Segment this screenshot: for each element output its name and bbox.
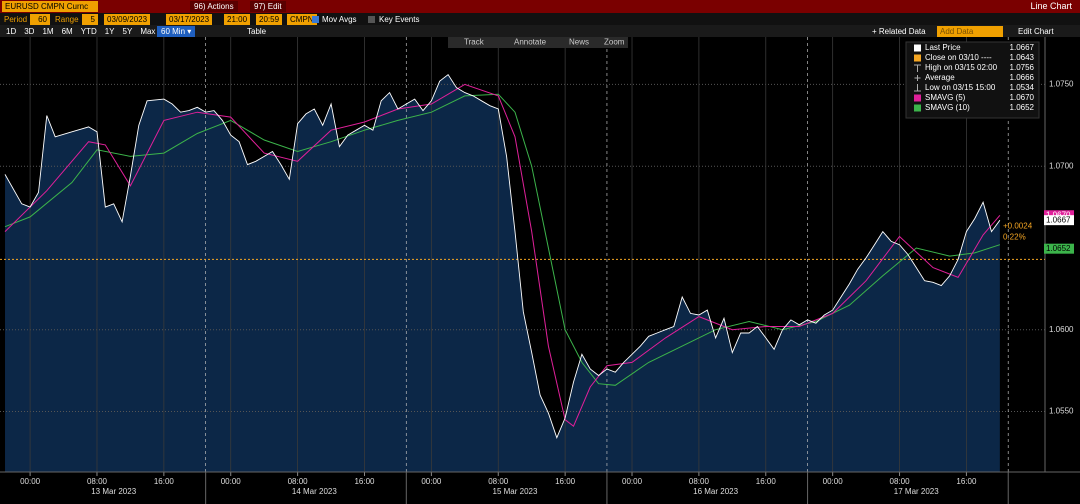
- change: +0.0024: [1003, 221, 1033, 230]
- y-tick-label: 1.0750: [1049, 80, 1074, 89]
- mov-avgs[interactable]: Mov Avgs: [322, 15, 357, 24]
- day-label: 17 Mar 2023: [894, 487, 939, 496]
- x-tick-label: 16:00: [956, 477, 977, 486]
- x-tick-label: 08:00: [87, 477, 108, 486]
- view-name: Line Chart: [1030, 1, 1072, 11]
- x-tick-label: 16:00: [354, 477, 375, 486]
- legend-value: 1.0667: [1010, 43, 1035, 52]
- price-tag: 1.0652: [1046, 244, 1071, 253]
- x-tick-label: 16:00: [555, 477, 576, 486]
- period-field[interactable]: 60: [30, 14, 50, 25]
- chart-tool[interactable]: News: [569, 38, 589, 47]
- range-button[interactable]: Max: [140, 27, 156, 36]
- range-button[interactable]: 3D: [24, 27, 35, 36]
- legend-value: 1.0756: [1010, 63, 1035, 72]
- edit-chart[interactable]: Edit Chart: [1018, 27, 1054, 36]
- settings-bar: Period 60 Range 5 03/09/2023 03/17/2023 …: [0, 13, 1080, 25]
- add-data[interactable]: Add Data: [937, 26, 1003, 37]
- x-tick-label: 08:00: [689, 477, 710, 486]
- x-tick-label: 00:00: [20, 477, 41, 486]
- legend-value: 1.0652: [1010, 103, 1035, 112]
- chart-tool[interactable]: Annotate: [514, 38, 547, 47]
- legend-label: Last Price: [925, 43, 961, 52]
- range-button[interactable]: 1Y: [104, 27, 115, 36]
- legend-value: 1.0666: [1010, 73, 1035, 82]
- title-bar: EURUSD CMPN Curnc 96) Actions 97) Edit L…: [0, 0, 1080, 13]
- start-date[interactable]: 03/09/2023: [104, 14, 151, 25]
- range-buttons: 1D 3D 1M 6M YTD 1Y 5Y Max: [6, 26, 163, 37]
- y-tick-label: 1.0700: [1049, 161, 1074, 170]
- day-label: 15 Mar 2023: [493, 487, 538, 496]
- range-bar: 1D 3D 1M 6M YTD 1Y 5Y Max 60 Min ▾ Table + Rela…: [0, 25, 1080, 37]
- legend-label: SMAVG (5): [925, 93, 966, 102]
- range-button[interactable]: YTD: [80, 27, 97, 36]
- range-button[interactable]: 1D: [6, 27, 17, 36]
- range-field[interactable]: 5: [82, 14, 98, 25]
- price-tag: 1.0667: [1046, 215, 1071, 224]
- chart-tool[interactable]: Zoom: [604, 38, 625, 47]
- legend-swatch: [914, 104, 921, 112]
- legend-value: 1.0643: [1010, 53, 1035, 62]
- legend-value: 1.0670: [1010, 93, 1035, 102]
- legend-symbol: [914, 84, 921, 92]
- end-date[interactable]: 03/17/2023: [166, 14, 213, 25]
- series-line: [4, 83, 1001, 427]
- legend-swatch: [914, 54, 921, 62]
- legend-box: [905, 41, 1040, 119]
- legend-value: 1.0534: [1010, 83, 1035, 92]
- interval-field[interactable]: 60 Min ▾: [157, 26, 196, 37]
- x-tick-label: 00:00: [622, 477, 643, 486]
- price-area: [5, 74, 1000, 472]
- x-tick-label: 00:00: [823, 477, 844, 486]
- source-field[interactable]: CMPN: [287, 14, 317, 25]
- tool-bar: [448, 37, 628, 48]
- price-tag-box: [1044, 243, 1074, 254]
- table-button[interactable]: Table: [247, 27, 267, 36]
- x-tick-label: 08:00: [488, 477, 509, 486]
- price-tag-box: [1044, 215, 1074, 226]
- x-tick-label: 08:00: [890, 477, 911, 486]
- day-label: 14 Mar 2023: [292, 487, 337, 496]
- x-tick-label: 00:00: [221, 477, 242, 486]
- x-tick-label: 16:00: [756, 477, 777, 486]
- y-tick-label: 1.0600: [1049, 325, 1074, 334]
- change-pct: 0.22%: [1003, 232, 1026, 241]
- series-line: [4, 73, 1001, 439]
- edit-menu[interactable]: 97) Edit: [250, 1, 286, 12]
- legend-label: Low on 03/15 15:00: [925, 83, 996, 92]
- legend-symbol: [914, 64, 921, 72]
- related-data[interactable]: + Related Data: [872, 27, 926, 36]
- range-button[interactable]: 1M: [42, 27, 54, 36]
- legend-label: Close on 03/10 ----: [925, 53, 992, 62]
- checkbox[interactable]: [312, 16, 319, 23]
- ticker-field[interactable]: EURUSD CMPN Curnc: [2, 1, 98, 12]
- checkbox[interactable]: [368, 16, 375, 23]
- period-label: Period: [4, 15, 28, 24]
- legend-swatch: [914, 44, 921, 52]
- range-button[interactable]: 5Y: [122, 27, 133, 36]
- legend-label: High on 03/15 02:00: [925, 63, 998, 72]
- day-label: 16 Mar 2023: [693, 487, 738, 496]
- interval[interactable]: 60 Min: [161, 27, 186, 36]
- chart-tool[interactable]: Track: [464, 38, 485, 47]
- range-button[interactable]: 6M: [61, 27, 73, 36]
- legend-symbol: [914, 75, 921, 81]
- y-tick-label: 1.0550: [1049, 407, 1074, 416]
- key-events[interactable]: Key Events: [379, 15, 420, 24]
- start-time[interactable]: 21:00: [224, 14, 251, 25]
- day-label: 13 Mar 2023: [91, 487, 136, 496]
- x-tick-label: 00:00: [421, 477, 442, 486]
- chart: 1.0550 1.0600 1.0700 1.0750 00:00 08:00 16:00 0…: [0, 37, 1080, 504]
- legend-swatch: [914, 94, 921, 102]
- legend-label: SMAVG (10): [925, 103, 970, 112]
- actions-menu[interactable]: 96) Actions: [190, 1, 238, 12]
- legend-label: Average: [925, 73, 955, 82]
- end-time[interactable]: 20:59: [256, 14, 283, 25]
- range-label: Range: [55, 15, 79, 24]
- x-tick-label: 16:00: [154, 477, 175, 486]
- x-tick-label: 08:00: [288, 477, 309, 486]
- price-tag: 1.0670: [1046, 210, 1071, 219]
